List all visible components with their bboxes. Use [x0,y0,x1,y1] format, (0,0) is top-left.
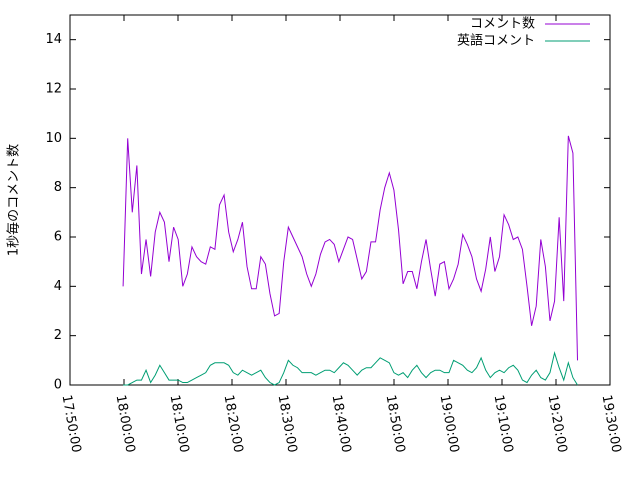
y-tick-label: 0 [54,378,62,393]
x-tick-label: 19:20:00 [545,394,570,454]
x-tick-label: 18:20:00 [221,394,246,454]
x-tick-label: 19:10:00 [491,394,516,454]
y-tick-label: 12 [45,82,62,97]
y-tick-label: 14 [45,32,62,47]
x-tick-label: 18:50:00 [383,394,408,454]
plot-frame [69,14,611,386]
y-tick-label: 6 [54,230,62,245]
x-tick-label: 19:30:00 [599,394,624,454]
x-tick-label: 19:00:00 [437,394,462,454]
series-line [123,351,578,386]
x-tick-label: 17:50:00 [59,394,84,454]
legend-label: 英語コメント [457,33,535,49]
x-tick-label: 18:00:00 [113,394,138,454]
x-tick-label: 18:40:00 [329,394,354,454]
x-tick-label: 18:10:00 [167,394,192,454]
y-tick-label: 4 [54,279,62,294]
series-line [122,135,579,361]
y-tick-label: 8 [54,180,62,195]
x-tick-label: 18:30:00 [275,394,300,454]
y-axis-label: 1秒毎のコメント数 [6,144,22,256]
y-tick-label: 10 [45,131,62,146]
legend-label: コメント数 [470,17,535,32]
y-tick-label: 2 [54,328,62,343]
